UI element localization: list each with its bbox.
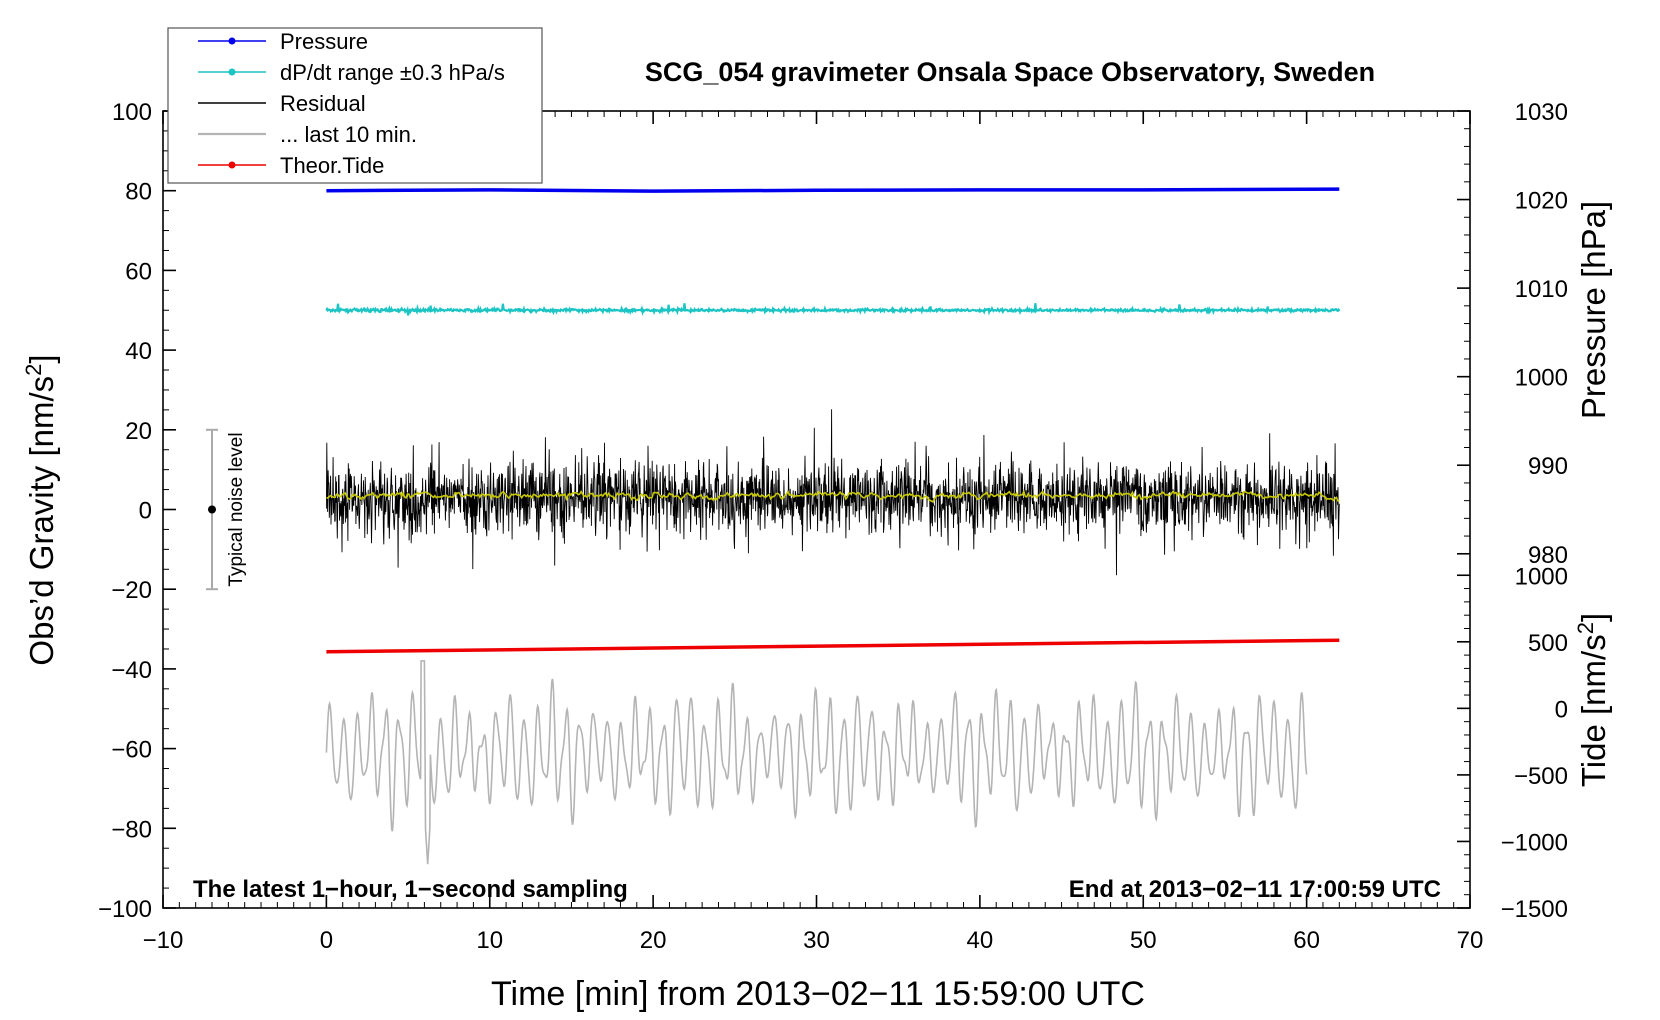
y-tick-label: 80 bbox=[125, 179, 152, 206]
tide-tick-label: −1000 bbox=[1501, 829, 1568, 856]
x-axis-label: Time [min] from 2013−02−11 15:59:00 UTC bbox=[491, 975, 1145, 1013]
legend-label: Residual bbox=[280, 91, 366, 116]
right-axis-ticks: 980 990 1000 1010 1020 1030 −1500 −1000 −500 0 500… bbox=[1457, 99, 1568, 923]
pressure-tick-label: 990 bbox=[1528, 453, 1568, 480]
legend-label: Pressure bbox=[280, 29, 368, 54]
y-axis-label-pressure: Pressure [hPa] bbox=[1575, 201, 1612, 419]
y-axis-label-left-sup: 2 bbox=[21, 364, 46, 376]
tide-tick-label: −1500 bbox=[1501, 896, 1568, 923]
y-axis-label-left-text: Obs’d Gravity [nm/s bbox=[23, 376, 60, 666]
y-tick-label: 20 bbox=[125, 418, 152, 445]
tide-tick-label: 1000 bbox=[1515, 563, 1568, 590]
left-axis-ticks: −100 −80 −60 −40 −20 0 20 40 60 80 100 bbox=[98, 99, 176, 923]
y-tick-label: −60 bbox=[111, 737, 152, 764]
x-tick-label: 10 bbox=[476, 927, 503, 954]
legend-label: ... last 10 min. bbox=[280, 122, 417, 147]
x-tick-label: 30 bbox=[803, 927, 830, 954]
annotation-bottom-right: End at 2013−02−11 17:00:59 UTC bbox=[1069, 876, 1441, 903]
x-tick-label: 40 bbox=[967, 927, 994, 954]
series-pressure bbox=[326, 187, 1340, 193]
series-theor-tide bbox=[326, 638, 1340, 654]
pressure-tick-label: 980 bbox=[1528, 542, 1568, 569]
y-tick-label: 40 bbox=[125, 338, 152, 365]
x-tick-label: −10 bbox=[143, 927, 184, 954]
y-axis-label-tide: Tide [nm/s2] bbox=[1573, 613, 1613, 787]
legend-label: Theor.Tide bbox=[280, 153, 384, 178]
pressure-tick-label: 1000 bbox=[1515, 365, 1568, 392]
series-dpdt bbox=[325, 303, 1341, 317]
y-axis-label-left-close: ] bbox=[23, 354, 60, 363]
x-tick-label: 60 bbox=[1293, 927, 1320, 954]
y-axis-label-tide-close: ] bbox=[1575, 613, 1612, 622]
noise-bar-center-dot bbox=[208, 505, 217, 514]
y-axis-label-tide-text: Tide [nm/s bbox=[1575, 634, 1612, 787]
y-tick-label: 100 bbox=[112, 99, 152, 126]
y-tick-label: 60 bbox=[125, 258, 152, 285]
series-residual bbox=[325, 409, 1340, 576]
y-axis-label-tide-sup: 2 bbox=[1573, 622, 1598, 634]
series-last-10-min bbox=[325, 660, 1308, 865]
legend-marker bbox=[228, 161, 236, 169]
tide-tick-label: 0 bbox=[1555, 696, 1568, 723]
noise-level-label: Typical noise level bbox=[226, 432, 247, 586]
series-layer bbox=[325, 187, 1341, 865]
bottom-axis-ticks: −10 0 10 20 30 40 50 60 70 bbox=[143, 895, 1484, 954]
legend-box bbox=[167, 27, 543, 184]
legend: Pressure dP/dt range ±0.3 hPa/s Residual..… bbox=[167, 27, 543, 184]
x-tick-label: 70 bbox=[1457, 927, 1484, 954]
legend-marker bbox=[228, 68, 236, 76]
y-tick-label: −40 bbox=[111, 657, 152, 684]
y-tick-label: 0 bbox=[139, 498, 152, 525]
legend-entries: Pressure dP/dt range ±0.3 hPa/s Residual..… bbox=[198, 29, 505, 178]
pressure-tick-label: 1020 bbox=[1515, 188, 1568, 215]
series-residual-smoothed bbox=[326, 489, 1340, 503]
legend-label: dP/dt range ±0.3 hPa/s bbox=[280, 60, 505, 85]
x-tick-label: 50 bbox=[1130, 927, 1157, 954]
pressure-tick-label: 1030 bbox=[1515, 99, 1568, 126]
noise-bar: Typical noise level bbox=[206, 428, 247, 591]
x-tick-label: 20 bbox=[640, 927, 667, 954]
y-axis-label-left: Obs’d Gravity [nm/s2] bbox=[21, 354, 61, 665]
y-tick-label: −100 bbox=[98, 896, 152, 923]
annotation-bottom-left: The latest 1−hour, 1−second sampling bbox=[193, 876, 628, 903]
y-tick-label: −80 bbox=[111, 816, 152, 843]
pressure-tick-label: 1010 bbox=[1515, 276, 1568, 303]
x-tick-label: 0 bbox=[320, 927, 333, 954]
y-tick-label: −20 bbox=[111, 577, 152, 604]
legend-marker bbox=[228, 37, 236, 45]
tide-tick-label: 500 bbox=[1528, 630, 1568, 657]
chart-title: SCG_054 gravimeter Onsala Space Observat… bbox=[645, 57, 1375, 87]
tide-tick-label: −500 bbox=[1514, 763, 1568, 790]
